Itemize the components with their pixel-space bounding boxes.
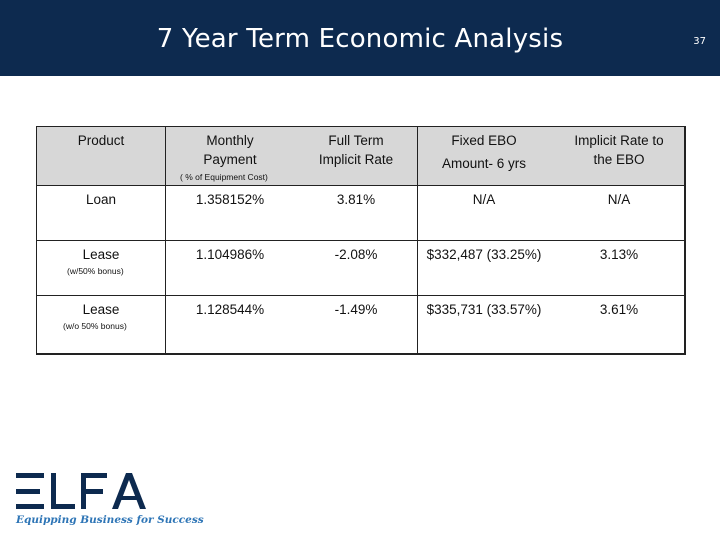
title-bar: 7 Year Term Economic Analysis 37 <box>0 0 720 76</box>
row-ebo-rate: N/A <box>607 192 631 207</box>
row-ebo: $335,731 (33.57%) <box>426 302 542 317</box>
header-monthly-payment-line2: Payment <box>203 152 257 167</box>
row-ebo-rate: 3.13% <box>599 247 639 262</box>
page-title: 7 Year Term Economic Analysis <box>156 24 564 54</box>
row-monthly: 1.358152% <box>195 192 265 207</box>
header-product: Product <box>77 133 125 148</box>
row-product-note: (w/o 50% bonus) <box>63 321 127 331</box>
page-number: 37 <box>693 36 706 47</box>
header-full-term-rate: Full Term Implicit Rate <box>318 133 394 167</box>
row-divider <box>37 295 684 296</box>
row-divider <box>37 240 684 241</box>
header-implicit-rate-ebo: Implicit Rate to the EBO <box>574 133 664 167</box>
row-divider <box>37 185 684 186</box>
row-product: Lease <box>82 302 120 317</box>
row-product-note: (w/50% bonus) <box>67 266 124 276</box>
elfa-logo: Equipping Business for Success <box>16 468 204 530</box>
row-product: Loan <box>85 192 117 207</box>
row-full-term: 3.81% <box>336 192 376 207</box>
header-monthly-payment-note: ( % of Equipment Cost) <box>180 172 268 182</box>
header-fixed-ebo: Fixed EBO Amount- 6 yrs <box>441 133 527 171</box>
elfa-wordmark-icon <box>16 473 146 509</box>
row-product: Lease <box>82 247 120 262</box>
table-header-background <box>37 127 684 185</box>
row-monthly: 1.104986% <box>195 247 265 262</box>
analysis-table: Product Monthly Payment ( % of Equipment… <box>36 126 686 355</box>
row-full-term: -2.08% <box>334 247 378 262</box>
row-monthly: 1.128544% <box>195 302 265 317</box>
row-ebo-rate: 3.61% <box>599 302 639 317</box>
logo-tagline: Equipping Business for Success <box>16 514 204 526</box>
row-ebo: N/A <box>472 192 496 207</box>
row-full-term: -1.49% <box>334 302 378 317</box>
header-monthly-payment: Monthly Payment <box>165 131 295 169</box>
row-ebo: $332,487 (33.25%) <box>426 247 542 262</box>
header-monthly-payment-line1: Monthly <box>206 133 254 148</box>
